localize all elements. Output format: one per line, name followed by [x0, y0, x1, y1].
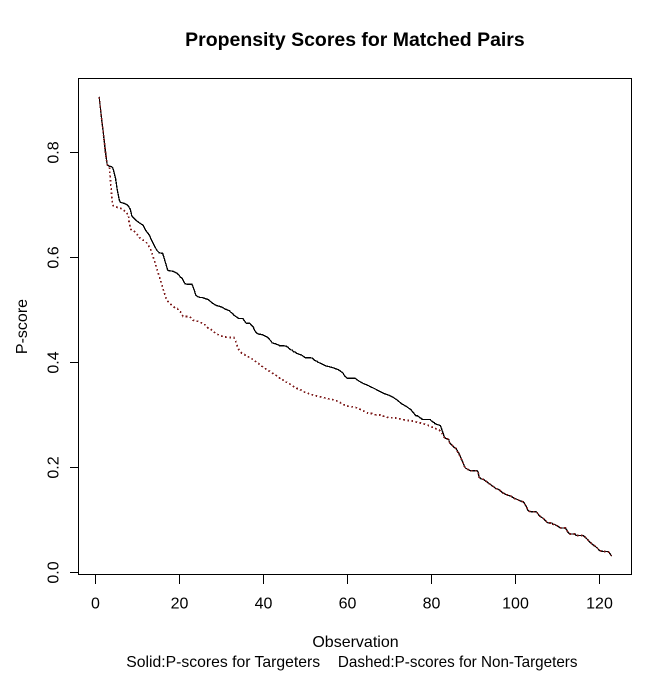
svg-text:60: 60 [339, 596, 357, 613]
svg-text:0.6: 0.6 [46, 246, 63, 268]
svg-text:0.4: 0.4 [46, 351, 63, 373]
svg-text:0: 0 [91, 596, 100, 613]
svg-text:40: 40 [255, 596, 273, 613]
svg-text:Observation: Observation [312, 634, 398, 651]
svg-text:80: 80 [423, 596, 441, 613]
svg-text:0.8: 0.8 [46, 141, 63, 163]
svg-text:Propensity Scores for Matched: Propensity Scores for Matched Pairs [185, 30, 525, 51]
svg-text:Dashed:P-scores for Non-Target: Dashed:P-scores for Non-Targeters [338, 654, 578, 671]
svg-text:P-score: P-score [14, 299, 31, 354]
svg-text:Solid:P-scores for Targeters: Solid:P-scores for Targeters [126, 654, 320, 671]
svg-text:0.0: 0.0 [46, 561, 63, 583]
svg-text:120: 120 [586, 596, 613, 613]
svg-text:0.2: 0.2 [46, 456, 63, 478]
svg-text:100: 100 [502, 596, 529, 613]
svg-text:20: 20 [171, 596, 189, 613]
